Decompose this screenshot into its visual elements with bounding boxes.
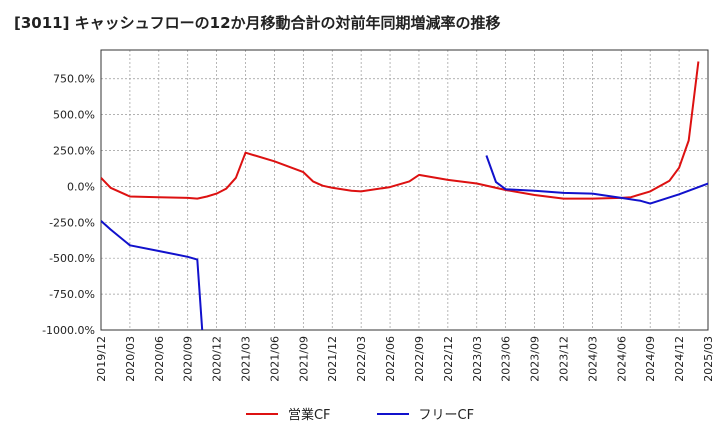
x-tick-label: 2020/06 [153, 336, 166, 382]
y-tick-label: 0.0% [67, 180, 95, 193]
x-tick-label: 2023/09 [529, 336, 542, 382]
legend-swatch-operating-cf [245, 412, 278, 415]
y-tick-label: -500.0% [49, 252, 95, 265]
y-tick-label: 750.0% [53, 73, 95, 86]
x-tick-label: 2021/06 [268, 336, 281, 382]
chart-legend: 営業CF フリーCF [0, 404, 720, 423]
legend-swatch-free-cf [376, 412, 409, 415]
x-tick-label: 2024/06 [615, 336, 628, 382]
plot-frame [100, 49, 709, 331]
chart-title: [3011] キャッシュフローの12か月移動合計の対前年同期増減率の推移 [14, 14, 501, 32]
x-tick-label: 2022/09 [413, 336, 426, 382]
x-tick-label: 2025/03 [702, 336, 715, 382]
legend-label-operating-cf: 営業CF [287, 408, 331, 423]
x-tick-label: 2023/12 [557, 336, 570, 382]
x-tick-label: 2020/09 [182, 336, 195, 382]
x-tick-label: 2022/03 [355, 336, 368, 382]
x-tick-label: 2022/06 [384, 336, 397, 382]
x-tick-label: 2020/12 [211, 336, 224, 382]
x-tick-label: 2024/12 [673, 336, 686, 382]
x-tick-label: 2023/03 [471, 336, 484, 382]
y-tick-label: -250.0% [49, 216, 95, 229]
y-tick-label: 250.0% [53, 145, 95, 158]
y-tick-label: -1000.0% [42, 324, 95, 337]
y-tick-label: 500.0% [53, 109, 95, 122]
x-tick-label: 2024/03 [586, 336, 599, 382]
x-tick-label: 2024/09 [644, 336, 657, 382]
x-tick-label: 2021/12 [326, 336, 339, 382]
legend-item-operating-cf: 営業CF [245, 404, 331, 423]
legend-item-free-cf: フリーCF [376, 404, 475, 423]
x-tick-label: 2021/03 [240, 336, 253, 382]
legend-label-free-cf: フリーCF [418, 408, 475, 423]
x-tick-label: 2021/09 [297, 336, 310, 382]
x-tick-label: 2022/12 [442, 336, 455, 382]
x-tick-label: 2019/12 [95, 336, 108, 382]
series-line-operating-cf [101, 61, 700, 200]
x-tick-label: 2020/03 [124, 336, 137, 382]
y-tick-label: -750.0% [49, 288, 95, 301]
series-line-free-cf [101, 155, 708, 330]
x-tick-label: 2023/06 [500, 336, 513, 382]
